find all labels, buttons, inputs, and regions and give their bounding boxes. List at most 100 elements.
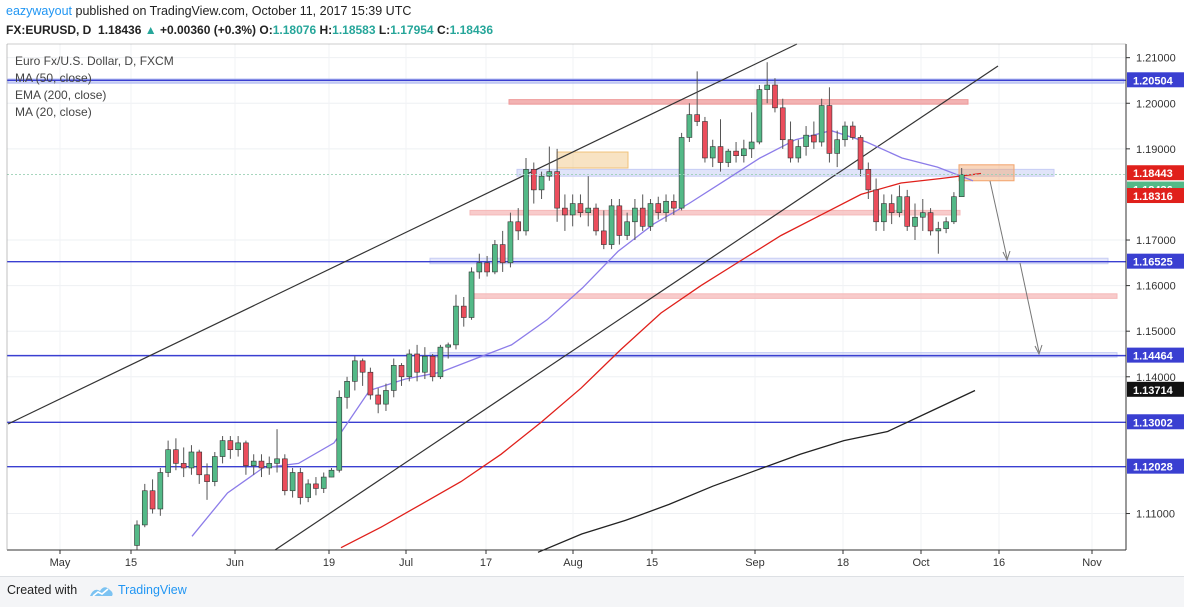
arrow-head-icon	[1002, 250, 1011, 262]
candle-body	[398, 365, 405, 378]
candle-body	[507, 221, 514, 264]
up-arrow-icon: ▲	[144, 23, 157, 37]
candle-body	[422, 355, 428, 373]
candle-body	[803, 134, 809, 147]
candle-body	[460, 305, 467, 318]
candle-body	[608, 205, 615, 245]
open-value: 1.18076	[272, 23, 317, 37]
time-tick-label: Aug	[563, 557, 583, 569]
tradingview-logo-icon	[90, 587, 113, 597]
price-badge	[1127, 414, 1184, 430]
last-price: 1.18436	[98, 23, 142, 37]
candle-body	[733, 150, 739, 156]
zone-band	[7, 78, 1125, 84]
candle-body	[406, 353, 413, 378]
close-value: 1.18436	[449, 23, 494, 37]
time-tick-label: 15	[646, 557, 658, 569]
low-value: 1.17954	[390, 23, 434, 37]
candle-body	[515, 221, 522, 232]
candle-body	[951, 196, 957, 223]
legend-ma20[interactable]: MA (20, close)	[15, 105, 92, 119]
price-tick-label: 1.19000	[1136, 144, 1176, 156]
time-tick-label: Sep	[745, 557, 765, 569]
candle-body	[678, 137, 685, 209]
price-tick-label: 1.14000	[1136, 372, 1176, 384]
time-tick-label: Jun	[226, 557, 244, 569]
time-tick-label: Oct	[912, 557, 929, 569]
candle-body	[881, 203, 887, 223]
candle-body	[639, 207, 646, 227]
price-badge	[1127, 458, 1184, 474]
candle-body	[709, 146, 716, 159]
candle-body	[616, 205, 623, 236]
candle-body	[896, 196, 903, 213]
time-tick-label: 17	[480, 557, 492, 569]
candle-body	[523, 169, 529, 232]
time-tick-label: Nov	[1082, 557, 1102, 569]
author-link[interactable]: eazywayout	[6, 4, 73, 18]
candle-body	[282, 458, 288, 492]
candle-body	[826, 105, 833, 154]
price-badge-label: 1.16525	[1133, 257, 1173, 269]
close-label: C:	[436, 23, 450, 37]
candle-body	[352, 360, 358, 382]
candle-body	[904, 196, 911, 227]
zone-band	[516, 168, 1055, 177]
candle-body	[834, 139, 841, 154]
price-badge-label: 1.20504	[1133, 75, 1174, 87]
candle-body	[492, 244, 498, 273]
legend-ma50[interactable]: MA (50, close)	[15, 71, 92, 85]
candle-body	[149, 490, 156, 510]
candle-body	[453, 305, 459, 346]
candle-body	[538, 175, 545, 191]
price-badge	[1127, 188, 1184, 204]
price-badge-label: 1.14464	[1133, 351, 1174, 363]
time-tick-label: May	[50, 557, 71, 569]
candle-body	[468, 271, 475, 318]
candle-body	[484, 262, 490, 273]
created-with-text: Created with	[7, 583, 78, 597]
low-label: L:	[378, 23, 391, 37]
candle-body	[375, 394, 381, 405]
candle-body	[383, 390, 389, 405]
candle-body	[717, 146, 724, 163]
candle-body	[204, 474, 210, 482]
footer: Created with TradingView	[0, 576, 1184, 607]
price-badge	[1127, 72, 1184, 88]
candle-body	[927, 212, 934, 232]
projection-arrow-1	[989, 180, 1008, 259]
time-tick-label: 16	[993, 557, 1005, 569]
candle-body	[157, 472, 164, 510]
candle-body	[888, 203, 895, 213]
candle-body	[562, 207, 568, 216]
price-change: +0.00360 (+0.3%)	[159, 23, 257, 37]
candle-body	[445, 344, 452, 348]
price-tick-label: 1.11000	[1136, 509, 1175, 521]
candle-body	[647, 203, 654, 227]
price-chart[interactable]: 1.21000 1.20000 1.19000 1.17000 1.16000 1.150…	[0, 0, 1184, 576]
projection-arrow-2	[1019, 262, 1040, 353]
candle-body	[305, 483, 311, 498]
candle-body	[390, 365, 397, 391]
symbol-label: FX:EURUSD, D	[6, 23, 92, 37]
time-tick-label: 15	[125, 557, 137, 569]
candle-body	[857, 137, 864, 170]
time-tick-label: 18	[837, 557, 849, 569]
tradingview-brand-link[interactable]: TradingView	[118, 583, 187, 597]
legend-ema200[interactable]: EMA (200, close)	[15, 88, 107, 102]
open-label: O:	[259, 23, 273, 37]
candle-body	[671, 200, 677, 209]
candle-body	[320, 476, 327, 489]
price-tick-label: 1.21000	[1136, 53, 1176, 65]
candle-body	[787, 139, 794, 159]
candle-body	[624, 221, 630, 236]
candle-body	[842, 125, 848, 141]
highlight-box	[958, 164, 1015, 182]
candle-body	[188, 451, 195, 469]
candle-body	[686, 114, 693, 138]
candle-body	[336, 396, 343, 471]
candle-body	[569, 203, 576, 216]
candle-body	[235, 442, 241, 451]
candle-body	[958, 174, 965, 198]
price-badge	[1127, 381, 1184, 397]
